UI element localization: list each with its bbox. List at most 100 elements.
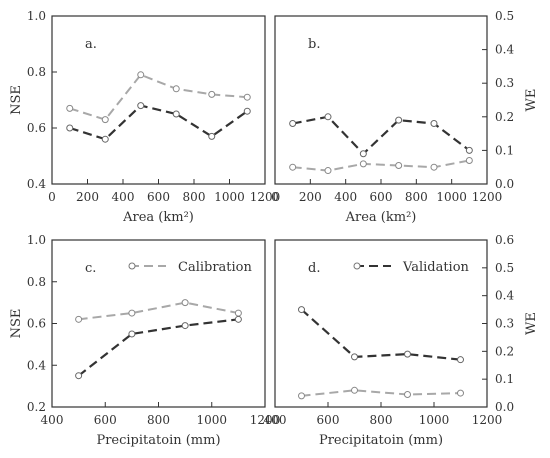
data-point-calibration	[324, 167, 332, 175]
x-tick-label: 800	[183, 190, 206, 204]
y-tick-label: 0.2	[495, 110, 514, 124]
y-tick-label: 0.2	[495, 344, 514, 358]
x-tick-label: 600	[94, 413, 117, 427]
panel-label: c.	[85, 261, 96, 276]
panel-label: a.	[85, 37, 97, 52]
series-line-validation	[77, 318, 239, 377]
x-tick-label: 1000	[436, 190, 467, 204]
y-tick-label: 1.0	[27, 9, 46, 23]
data-point-calibration	[457, 389, 464, 397]
data-point-validation	[208, 132, 216, 140]
x-tick-label: 1200	[250, 413, 281, 427]
y-tick-label: 0.4	[495, 43, 514, 57]
data-point-validation	[324, 113, 332, 121]
plot-frame	[274, 15, 488, 185]
legend-marker-validation	[353, 262, 361, 270]
data-point-calibration	[75, 315, 83, 323]
panel-c: 400 600 800 1000 1200 0.2 0.4 0.6 0.8 1.0 Precipit…	[9, 233, 280, 448]
series-line-calibration	[301, 389, 461, 397]
y-axis-label: WE	[524, 312, 539, 335]
legend-marker-calibration	[128, 262, 136, 270]
series-line-validation	[300, 308, 461, 361]
x-tick-label: 1000	[196, 413, 227, 427]
data-point-calibration	[430, 163, 438, 171]
y-tick-label: 0.8	[27, 65, 46, 79]
data-point-validation	[298, 306, 305, 314]
x-tick-label: 600	[147, 190, 170, 204]
legend-label-validation: Validation	[402, 260, 470, 275]
y-axis-label: NSE	[9, 85, 24, 115]
y-tick-label: 0.1	[495, 143, 514, 157]
data-point-validation	[395, 116, 403, 124]
data-point-calibration	[101, 116, 109, 124]
y-tick-label: 0.5	[495, 261, 514, 275]
data-point-calibration	[298, 392, 305, 400]
data-point-validation	[181, 322, 189, 330]
x-tick-label: 800	[147, 413, 170, 427]
data-point-calibration	[243, 93, 251, 101]
y-tick-label: 0.4	[495, 289, 514, 303]
data-point-calibration	[404, 390, 411, 398]
data-point-calibration	[181, 299, 189, 307]
y-tick-label: 0.0	[495, 177, 514, 191]
y-tick-label: 0.6	[27, 121, 46, 135]
x-tick-label: 400	[264, 413, 287, 427]
x-axis-label: Area (km²)	[122, 210, 194, 225]
series-line-calibration	[292, 159, 470, 172]
data-point-calibration	[289, 163, 297, 171]
data-point-validation	[457, 356, 464, 364]
series-line-validation	[292, 115, 470, 156]
x-tick-label: 800	[370, 413, 393, 427]
y-tick-label: 0.3	[495, 317, 514, 331]
data-point-calibration	[359, 160, 367, 168]
data-point-validation	[243, 107, 251, 115]
data-point-calibration	[395, 162, 403, 170]
y-tick-label: 0.3	[495, 76, 514, 90]
y-tick-label: 0.5	[495, 9, 514, 23]
data-point-calibration	[234, 309, 242, 317]
x-tick-label: 400	[112, 190, 135, 204]
panel-a: 0 200 400 600 800 1000 1200 0.4 0.6 0.8 1.0 Area (k…	[9, 9, 280, 225]
series-line-calibration	[78, 301, 239, 321]
data-point-validation	[351, 353, 358, 361]
data-point-validation	[101, 135, 109, 143]
y-axis-label: WE	[524, 89, 539, 112]
data-point-validation	[234, 315, 242, 323]
data-point-validation	[172, 110, 180, 118]
data-point-validation	[128, 330, 136, 338]
x-tick-label: 200	[76, 190, 99, 204]
legend-label-calibration: Calibration	[178, 260, 253, 275]
y-tick-label: 0.8	[27, 275, 46, 289]
data-point-validation	[430, 120, 438, 128]
data-point-validation	[359, 150, 367, 158]
data-point-validation	[404, 350, 411, 358]
x-tick-label: 1200	[250, 190, 281, 204]
y-tick-label: 0.1	[495, 372, 514, 386]
data-point-validation	[137, 102, 145, 110]
x-tick-label: 400	[41, 413, 64, 427]
data-point-calibration	[137, 71, 145, 79]
y-axis-label: NSE	[9, 309, 24, 339]
y-tick-label: 0.6	[495, 233, 514, 247]
y-tick-label: 0.4	[27, 177, 46, 191]
x-tick-label: 0	[271, 190, 279, 204]
data-point-calibration	[465, 156, 473, 164]
x-axis-label: Area (km²)	[345, 210, 417, 225]
x-axis-label: Precipitatoin (mm)	[319, 433, 443, 448]
x-tick-label: 800	[405, 190, 428, 204]
x-tick-label: 1000	[419, 413, 450, 427]
data-point-calibration	[128, 309, 136, 317]
y-tick-label: 0.2	[27, 400, 46, 414]
x-tick-label: 1200	[472, 413, 503, 427]
data-point-calibration	[208, 90, 216, 98]
panel-label: d.	[308, 261, 320, 276]
x-tick-label: 200	[299, 190, 322, 204]
y-tick-label: 1.0	[27, 233, 46, 247]
data-point-validation	[66, 124, 74, 132]
x-tick-label: 1200	[472, 190, 503, 204]
data-point-calibration	[351, 386, 358, 394]
data-point-validation	[465, 146, 473, 154]
